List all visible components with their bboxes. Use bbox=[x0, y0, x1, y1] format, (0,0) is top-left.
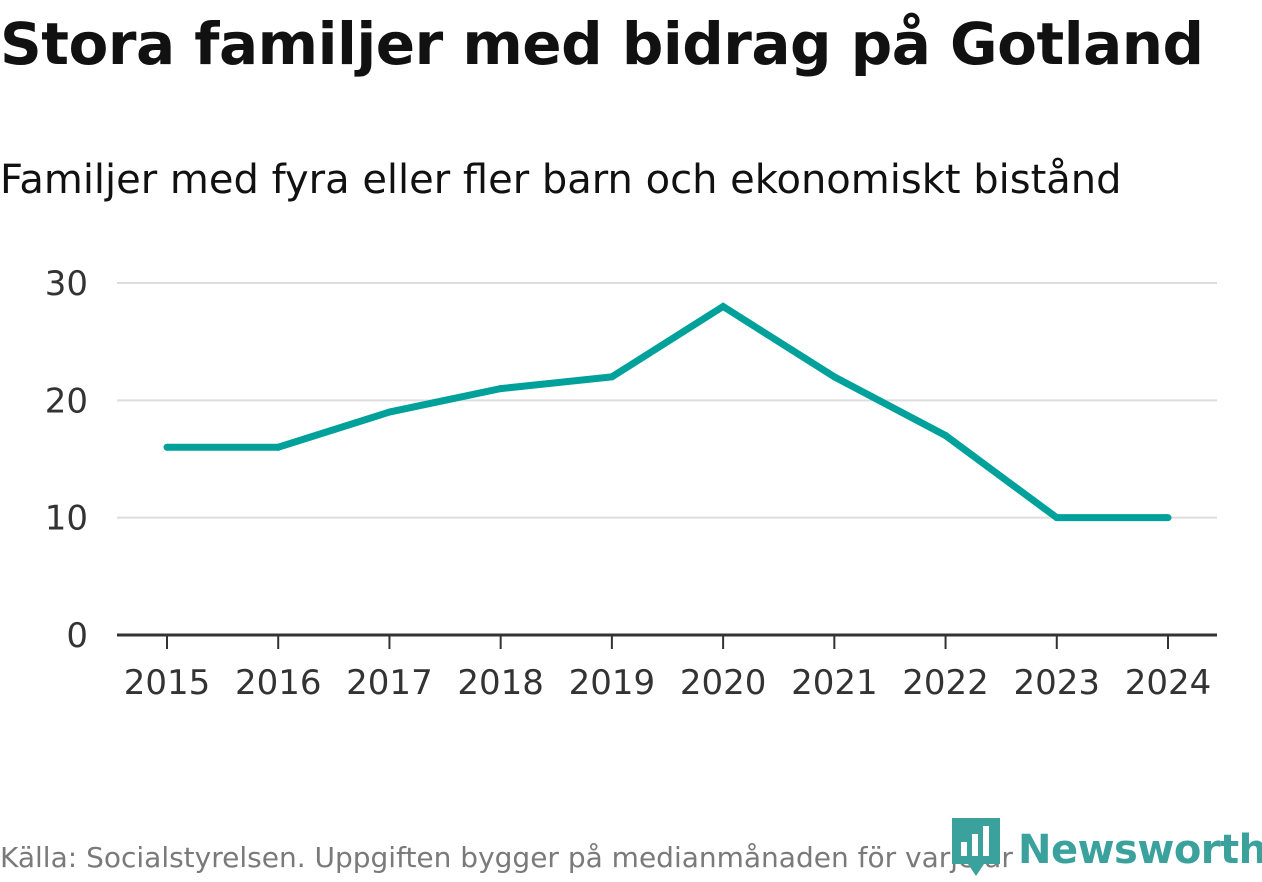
x-tick-label: 2018 bbox=[457, 663, 544, 703]
x-tick-label: 2020 bbox=[680, 663, 767, 703]
chart-subtitle: Familjer med fyra eller fler barn och ek… bbox=[0, 157, 1122, 203]
x-tick-label: 2017 bbox=[346, 663, 433, 703]
brand-logo: Newsworthy bbox=[952, 818, 1262, 882]
newsworthy-logo-icon bbox=[952, 818, 1000, 882]
data-point-2015 bbox=[163, 443, 171, 451]
x-tick-label: 2015 bbox=[124, 663, 211, 703]
x-tick-label: 2024 bbox=[1125, 663, 1212, 703]
x-tick-label: 2021 bbox=[791, 663, 878, 703]
brand-name: Newsworthy bbox=[1018, 827, 1262, 873]
y-tick-label: 10 bbox=[45, 499, 88, 539]
data-point-2021 bbox=[830, 373, 838, 381]
x-axis-tick-labels: 2015 2016 2017 2018 2019 2020 2021 2022 2023 2024 bbox=[124, 663, 1212, 703]
chart-title: Stora familjer med bidrag på Gotland bbox=[0, 10, 1204, 78]
data-point-2024 bbox=[1164, 514, 1172, 522]
x-tick-label: 2022 bbox=[902, 663, 989, 703]
y-tick-label: 30 bbox=[45, 264, 88, 304]
y-axis-tick-labels: 0 10 20 30 bbox=[45, 264, 88, 656]
source-note: Källa: Socialstyrelsen. Uppgiften bygger… bbox=[0, 841, 1013, 874]
data-point-2020 bbox=[719, 302, 727, 310]
series-lines bbox=[163, 302, 1172, 522]
gridlines bbox=[117, 282, 1217, 519]
y-tick-label: 0 bbox=[66, 616, 88, 656]
data-point-2016 bbox=[274, 443, 282, 451]
data-point-2018 bbox=[497, 385, 505, 393]
x-tick-label: 2016 bbox=[235, 663, 322, 703]
data-point-2019 bbox=[608, 373, 616, 381]
series-line bbox=[167, 302, 1168, 522]
data-point-2022 bbox=[942, 432, 950, 440]
data-point-2023 bbox=[1053, 514, 1061, 522]
y-tick-label: 20 bbox=[45, 381, 88, 421]
x-tick-label: 2023 bbox=[1014, 663, 1101, 703]
data-point-2017 bbox=[385, 408, 393, 416]
x-tick-label: 2019 bbox=[569, 663, 656, 703]
x-axis bbox=[117, 633, 1217, 649]
